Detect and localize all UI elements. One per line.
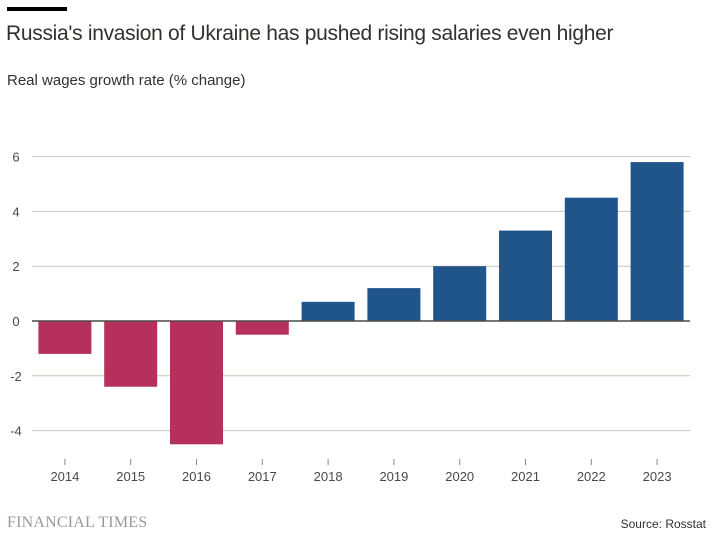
x-tick-label: 2014 xyxy=(50,469,79,484)
x-tick-label: 2017 xyxy=(248,469,277,484)
y-tick-label: 0 xyxy=(12,314,19,329)
ft-logo: FINANCIAL TIMES xyxy=(7,514,148,531)
x-tick-label: 2022 xyxy=(577,469,606,484)
chart-title: Russia's invasion of Ukraine has pushed … xyxy=(6,22,614,45)
x-tick-label: 2018 xyxy=(314,469,343,484)
x-tick-label: 2021 xyxy=(511,469,540,484)
chart-subtitle: Real wages growth rate (% change) xyxy=(7,72,246,89)
y-tick-label: 2 xyxy=(12,259,19,274)
bar xyxy=(433,266,487,321)
bar xyxy=(301,301,355,321)
bar xyxy=(564,197,618,321)
x-tick-label: 2016 xyxy=(182,469,211,484)
x-tick-label: 2019 xyxy=(379,469,408,484)
bar xyxy=(630,162,684,321)
x-tick-label: 2015 xyxy=(116,469,145,484)
x-axis-ticks: 2014 2015 2016 2017 2018 2019 2020 2021 2022 2023 xyxy=(50,459,672,484)
x-tick-label: 2023 xyxy=(643,469,672,484)
y-axis-ticks: 6 4 2 0 -2 -4 xyxy=(10,150,22,439)
y-tick-label: -2 xyxy=(10,369,22,384)
bars xyxy=(38,162,684,445)
bar xyxy=(104,321,158,387)
bar xyxy=(38,321,92,354)
y-tick-label: 6 xyxy=(12,150,19,165)
bar xyxy=(235,321,289,335)
y-tick-label: -4 xyxy=(10,424,22,439)
bar xyxy=(170,321,223,445)
bar xyxy=(367,288,421,321)
source-note: Source: Rosstat xyxy=(620,517,706,531)
y-tick-label: 4 xyxy=(12,204,19,219)
x-tick-label: 2020 xyxy=(445,469,474,484)
bar xyxy=(499,230,552,321)
header-accent-bar xyxy=(7,7,67,11)
